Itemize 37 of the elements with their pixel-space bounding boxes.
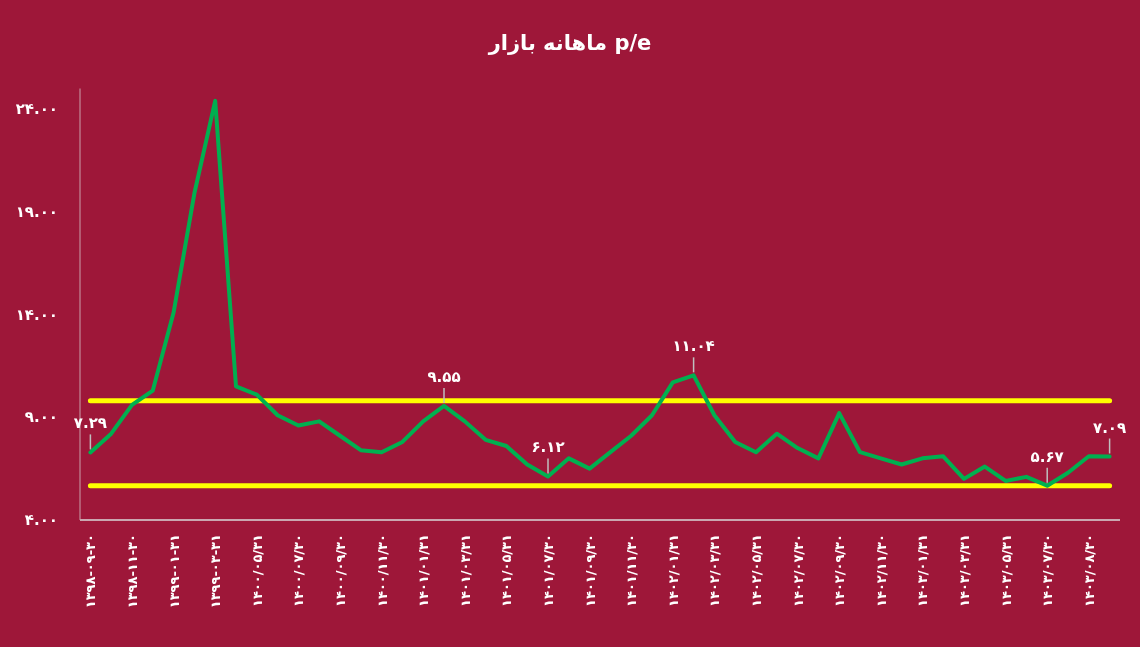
- title: p/e ماهانه بازار: [488, 31, 652, 55]
- data-label: ۱۱.۰۴: [672, 337, 715, 356]
- y-tick-label: ۲۴.۰۰: [15, 100, 58, 119]
- data-label: ۷.۰۹: [1093, 418, 1127, 437]
- data-label: ۷.۲۹: [73, 414, 107, 433]
- x-tick-label: ۱۴۰۳/۰۷/۳۰: [1040, 534, 1056, 607]
- x-tick-label: ۱۴۰۱/۰۷/۳۰: [541, 534, 556, 607]
- x-tick-label: ۱۴۰۰/۰۵/۳۱: [249, 534, 265, 607]
- x-tick-label: ۱۴۰۲/۰۹/۳۰: [832, 534, 848, 607]
- y-tick-label: ۹.۰۰: [24, 408, 58, 427]
- x-tick-label: ۱۴۰۲/۱۱/۳۰: [873, 534, 889, 607]
- x-tick-label: ۱۴۰۲/۰۱/۳۱: [665, 534, 681, 607]
- x-tick-label: ۱۴۰۱/۱۱/۳۰: [624, 534, 640, 607]
- x-tick-label: ۱۴۰۳/۰۱/۳۱: [915, 534, 931, 607]
- x-tick-label: ۱۳۹۹-۰۳-۳۱: [208, 534, 224, 609]
- x-tick-label: ۱۴۰۱/۰۵/۳۱: [499, 534, 515, 607]
- data-label: ۵.۶۷: [1030, 447, 1064, 466]
- x-tick-label: ۱۳۹۸-۱۱-۳۰: [125, 534, 140, 609]
- x-tick-label: ۱۴۰۰/۱۱/۳۰: [374, 534, 390, 607]
- x-tick-label: ۱۴۰۲/۰۳/۳۱: [707, 534, 723, 607]
- data-label: ۶.۱۲: [531, 438, 565, 457]
- x-tick-label: ۱۴۰۲/۰۵/۳۱: [749, 534, 764, 607]
- x-tick-label: ۱۴۰۰/۰۹/۳۰: [333, 534, 348, 607]
- x-tick-label: ۱۳۹۹-۰۱-۳۱: [166, 534, 182, 609]
- y-tick-label: ۴.۰۰: [24, 511, 58, 529]
- x-tick-label: ۱۴۰۳/۰۸/۳۰: [1081, 534, 1097, 607]
- data-label: ۹.۵۵: [427, 367, 461, 386]
- x-tick-label: ۱۴۰۳/۰۳/۳۱: [957, 534, 972, 607]
- y-tick-label: ۱۹.۰۰: [15, 202, 58, 221]
- x-tick-label: ۱۴۰۲/۰۷/۳۰: [790, 534, 806, 607]
- x-tick-label: ۱۳۹۸-۰۹-۳۰: [83, 534, 99, 609]
- x-tick-label: ۱۴۰۱/۰۹/۳۰: [582, 534, 598, 607]
- x-tick-label: ۱۴۰۳/۰۵/۳۱: [998, 534, 1014, 607]
- y-tick-label: ۱۴.۰۰: [15, 305, 58, 324]
- x-tick-label: ۱۴۰۱/۰۳/۳۱: [457, 534, 473, 607]
- x-tick-label: ۱۴۰۰/۰۷/۳۰: [291, 534, 307, 607]
- x-tick-label: ۱۴۰۱/۰۱/۳۱: [416, 534, 432, 607]
